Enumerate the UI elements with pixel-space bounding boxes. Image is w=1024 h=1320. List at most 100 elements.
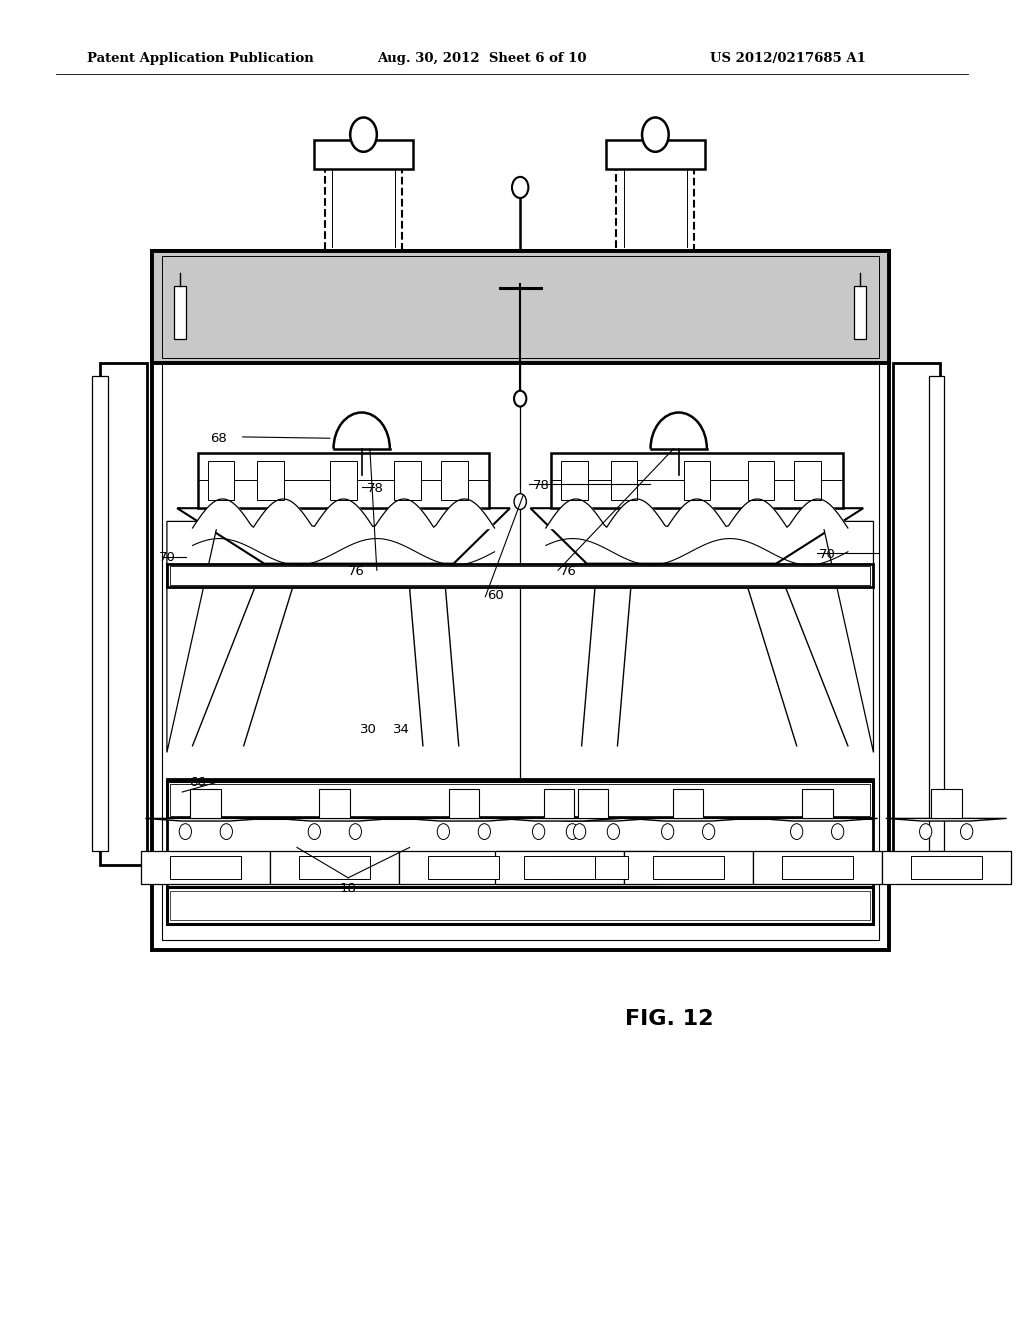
Bar <box>795 461 821 500</box>
Bar <box>319 789 350 818</box>
Text: 76: 76 <box>560 565 577 578</box>
Bar <box>170 891 870 920</box>
Circle shape <box>791 824 803 840</box>
Bar <box>528 851 657 884</box>
Bar <box>428 855 500 879</box>
Bar <box>606 140 705 169</box>
Bar <box>684 461 711 500</box>
Bar <box>449 789 479 818</box>
Bar <box>314 140 413 169</box>
Bar <box>781 855 853 879</box>
Text: 76: 76 <box>348 565 365 578</box>
Polygon shape <box>403 818 524 821</box>
Text: 70: 70 <box>819 548 836 561</box>
Bar <box>441 461 468 500</box>
Text: Patent Application Publication: Patent Application Publication <box>87 51 313 65</box>
Bar <box>544 789 574 818</box>
Bar <box>208 461 234 500</box>
Bar <box>325 158 402 251</box>
Bar <box>257 461 284 500</box>
Bar <box>753 851 882 884</box>
Bar <box>92 376 108 851</box>
Bar <box>174 286 186 339</box>
Bar <box>299 855 371 879</box>
Bar <box>167 564 873 587</box>
Bar <box>854 286 866 339</box>
Bar <box>929 376 944 851</box>
Bar <box>198 453 489 508</box>
Polygon shape <box>499 818 620 821</box>
Bar <box>162 261 879 940</box>
Bar <box>190 789 221 818</box>
Circle shape <box>179 824 191 840</box>
Bar <box>624 851 753 884</box>
Bar <box>748 461 774 500</box>
Circle shape <box>607 824 620 840</box>
Circle shape <box>642 117 669 152</box>
Bar <box>882 851 1011 884</box>
Bar <box>100 363 147 865</box>
Bar <box>162 256 879 358</box>
Circle shape <box>308 824 321 840</box>
Bar <box>616 158 694 251</box>
Bar <box>170 566 870 585</box>
Text: 78: 78 <box>367 482 383 495</box>
Circle shape <box>437 824 450 840</box>
Circle shape <box>566 824 579 840</box>
Bar <box>673 789 703 818</box>
Bar <box>610 461 637 500</box>
Bar <box>931 789 962 818</box>
Bar <box>523 855 595 879</box>
Circle shape <box>478 824 490 840</box>
Bar <box>170 855 242 879</box>
Circle shape <box>831 824 844 840</box>
Bar <box>270 851 399 884</box>
Polygon shape <box>530 508 863 564</box>
Text: 78: 78 <box>532 479 549 492</box>
Text: 60: 60 <box>487 589 504 602</box>
Polygon shape <box>757 818 878 821</box>
Bar <box>141 851 270 884</box>
Circle shape <box>350 117 377 152</box>
Bar <box>578 789 608 818</box>
Text: US 2012/0217685 A1: US 2012/0217685 A1 <box>710 51 865 65</box>
Text: 70: 70 <box>159 550 175 564</box>
Circle shape <box>514 494 526 510</box>
Circle shape <box>961 824 973 840</box>
Circle shape <box>662 824 674 840</box>
Bar <box>802 789 833 818</box>
Polygon shape <box>177 508 510 564</box>
Bar <box>167 779 873 924</box>
Circle shape <box>920 824 932 840</box>
Polygon shape <box>167 521 218 752</box>
Text: 68: 68 <box>210 432 226 445</box>
Polygon shape <box>145 818 266 821</box>
Bar <box>330 461 357 500</box>
Polygon shape <box>822 521 873 752</box>
Bar <box>495 851 624 884</box>
Text: 30: 30 <box>360 723 377 737</box>
Text: 18: 18 <box>340 882 356 895</box>
Bar <box>170 784 870 816</box>
Text: Aug. 30, 2012  Sheet 6 of 10: Aug. 30, 2012 Sheet 6 of 10 <box>377 51 587 65</box>
Circle shape <box>220 824 232 840</box>
Circle shape <box>532 824 545 840</box>
Circle shape <box>702 824 715 840</box>
Bar <box>551 453 843 508</box>
Polygon shape <box>532 818 653 821</box>
Bar <box>167 781 873 818</box>
Bar <box>399 851 528 884</box>
Bar <box>152 251 889 363</box>
Polygon shape <box>274 818 395 821</box>
Bar <box>152 251 889 950</box>
Bar <box>167 887 873 924</box>
Text: 34: 34 <box>393 723 410 737</box>
Bar <box>394 461 421 500</box>
Bar <box>652 855 724 879</box>
Text: 66: 66 <box>189 776 206 789</box>
Text: FIG. 12: FIG. 12 <box>625 1008 713 1030</box>
Polygon shape <box>886 818 1007 821</box>
Circle shape <box>573 824 586 840</box>
Circle shape <box>512 177 528 198</box>
Polygon shape <box>628 818 749 821</box>
